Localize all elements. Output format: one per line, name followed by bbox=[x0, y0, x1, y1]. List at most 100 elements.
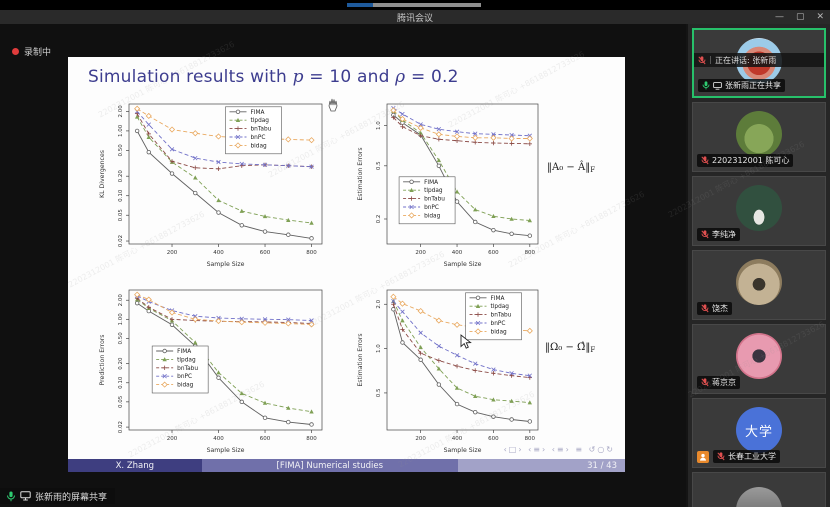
svg-text:200: 200 bbox=[415, 436, 426, 442]
svg-text:0.20: 0.20 bbox=[118, 357, 124, 370]
svg-text:200: 200 bbox=[415, 250, 426, 256]
beamer-navigation-symbols[interactable]: ‹□› ‹≡› ‹≡› ≡ ↺○↻ bbox=[503, 445, 615, 454]
svg-text:0.20: 0.20 bbox=[118, 170, 124, 183]
speaking-banner-text: 正在讲话: 张新雨 bbox=[715, 55, 777, 65]
participant-tile-chenkexin[interactable]: 2202312001 陈可心 bbox=[692, 102, 826, 172]
participant-name: 长春工业大学 bbox=[728, 452, 776, 461]
svg-text:bidag: bidag bbox=[251, 143, 268, 149]
window-title: 腾讯会议 bbox=[396, 13, 433, 24]
close-button[interactable]: ✕ bbox=[816, 12, 824, 22]
name-tag: 蒋京京 bbox=[697, 376, 740, 389]
hand-pointer-icon bbox=[328, 98, 338, 112]
maximize-button[interactable]: ▢ bbox=[795, 12, 805, 22]
recording-label: 录制中 bbox=[24, 48, 52, 58]
avatar: 大学 bbox=[736, 407, 782, 453]
slide-title-text: Simulation results with bbox=[88, 67, 293, 87]
svg-text:200: 200 bbox=[167, 436, 178, 442]
avatar bbox=[736, 185, 782, 231]
chart-estimation-errors-a: 200 400 600 800 0.2 0.5 1.0 Sample Size Estimati… bbox=[354, 97, 544, 271]
svg-text:1.0: 1.0 bbox=[376, 344, 382, 353]
svg-text:bnTabu: bnTabu bbox=[177, 366, 198, 372]
mic-muted-icon bbox=[701, 378, 709, 387]
svg-text:600: 600 bbox=[488, 250, 499, 256]
slide-title-math-p: p bbox=[292, 67, 304, 87]
mic-muted-icon bbox=[717, 452, 725, 461]
svg-text:tlpdag: tlpdag bbox=[491, 304, 510, 310]
top-strip bbox=[0, 0, 830, 10]
divider bbox=[710, 56, 711, 64]
svg-text:600: 600 bbox=[488, 436, 499, 442]
svg-text:600: 600 bbox=[260, 436, 271, 442]
svg-text:Estimation Errors: Estimation Errors bbox=[357, 333, 364, 386]
svg-text:Sample Size: Sample Size bbox=[444, 447, 482, 454]
svg-text:bnPC: bnPC bbox=[424, 205, 439, 211]
svg-text:0.50: 0.50 bbox=[118, 144, 124, 157]
minimized-toolbar[interactable] bbox=[347, 3, 481, 7]
svg-text:tlpdag: tlpdag bbox=[251, 118, 270, 124]
svg-text:400: 400 bbox=[452, 250, 463, 256]
slide-title-text2: = 10 and bbox=[303, 67, 396, 87]
participant-name: 2202312001 陈可心 bbox=[712, 156, 790, 165]
svg-text:400: 400 bbox=[452, 436, 463, 442]
slide-footer: X. Zhang [FIMA] Numerical studies 31 / 4… bbox=[68, 459, 625, 472]
participant-tile-lichunjing[interactable]: 李纯净 bbox=[692, 176, 826, 246]
participant-name: 饶杰 bbox=[712, 304, 728, 313]
norm-omega-body: ‖Ω₀ − Ω̂‖ bbox=[545, 342, 591, 353]
participant-tile-zhangxinyu[interactable]: 正在讲话: 张新雨 张新雨正在共享 bbox=[692, 28, 826, 98]
name-tag: 长春工业大学 bbox=[713, 450, 780, 463]
sharing-name-tag: 张新雨正在共享 bbox=[698, 79, 785, 92]
svg-text:bidag: bidag bbox=[424, 213, 441, 219]
svg-text:400: 400 bbox=[213, 436, 224, 442]
svg-text:Prediction Errors: Prediction Errors bbox=[99, 334, 106, 385]
svg-text:bnTabu: bnTabu bbox=[491, 313, 512, 319]
svg-text:800: 800 bbox=[525, 436, 536, 442]
chart-kl-divergences: 200 400 600 800 0.02 0.05 0.10 0.20 0.50 1.00 2.00… bbox=[96, 97, 328, 271]
slide-title-text3: = 0.2 bbox=[405, 67, 459, 87]
participant-tile-partial[interactable] bbox=[692, 472, 826, 507]
norm-omega-subscript: F bbox=[590, 346, 596, 354]
mic-muted-icon bbox=[701, 304, 709, 313]
svg-text:bnPC: bnPC bbox=[177, 374, 192, 380]
chart-estimation-errors-omega: 200 400 600 800 0.5 1.0 2.0 Sample Size Estimati… bbox=[354, 283, 544, 457]
svg-text:0.2: 0.2 bbox=[376, 215, 382, 224]
screen-share-icon bbox=[20, 491, 31, 501]
svg-text:2.00: 2.00 bbox=[118, 294, 124, 307]
svg-text:0.10: 0.10 bbox=[118, 189, 124, 202]
mic-muted-icon bbox=[701, 230, 709, 239]
frobenius-norm-a-label: ‖A₀ − Â‖F bbox=[547, 162, 595, 174]
svg-text:0.5: 0.5 bbox=[376, 161, 382, 170]
mic-muted-icon bbox=[698, 55, 706, 64]
participant-tile-jiangjingjing[interactable]: 蒋京京 bbox=[692, 324, 826, 394]
name-tag: 饶杰 bbox=[697, 302, 732, 315]
svg-text:FIMA: FIMA bbox=[491, 296, 505, 302]
participant-tile-raojie[interactable]: 饶杰 bbox=[692, 250, 826, 320]
footer-section-title: [FIMA] Numerical studies bbox=[201, 459, 458, 472]
mic-muted-icon bbox=[701, 156, 709, 165]
host-badge-icon bbox=[697, 451, 709, 463]
svg-text:1.00: 1.00 bbox=[118, 313, 124, 326]
participant-tile-university[interactable]: 大学 长春工业大学 bbox=[692, 398, 826, 468]
share-banner-label: 张新雨的屏幕共享 bbox=[35, 492, 108, 503]
svg-text:FIMA: FIMA bbox=[251, 110, 265, 116]
mouse-cursor-icon bbox=[460, 334, 472, 349]
svg-text:bnPC: bnPC bbox=[251, 135, 266, 141]
svg-text:bnPC: bnPC bbox=[491, 321, 506, 327]
norm-a-subscript: F bbox=[590, 166, 596, 174]
speaking-banner: 正在讲话: 张新雨 bbox=[694, 53, 824, 67]
slide-title: Simulation results with p = 10 and ρ = 0… bbox=[88, 67, 459, 87]
screen-share-view: 录制中 Simulation results with p = 10 and ρ… bbox=[0, 24, 686, 507]
svg-text:800: 800 bbox=[306, 436, 317, 442]
svg-text:bidag: bidag bbox=[177, 383, 194, 389]
frobenius-norm-omega-label: ‖Ω₀ − Ω̂‖F bbox=[545, 342, 595, 354]
participant-name: 蒋京京 bbox=[712, 378, 736, 387]
titlebar: 腾讯会议 — ▢ ✕ bbox=[0, 10, 830, 24]
svg-text:bnTabu: bnTabu bbox=[424, 197, 445, 203]
svg-text:Estimation Errors: Estimation Errors bbox=[357, 147, 364, 200]
svg-text:1.00: 1.00 bbox=[118, 124, 124, 137]
minimized-toolbar-progress bbox=[347, 3, 373, 7]
svg-text:200: 200 bbox=[167, 250, 178, 256]
svg-text:0.50: 0.50 bbox=[118, 332, 124, 345]
minimize-button[interactable]: — bbox=[774, 12, 784, 22]
svg-text:tlpdag: tlpdag bbox=[177, 357, 196, 363]
